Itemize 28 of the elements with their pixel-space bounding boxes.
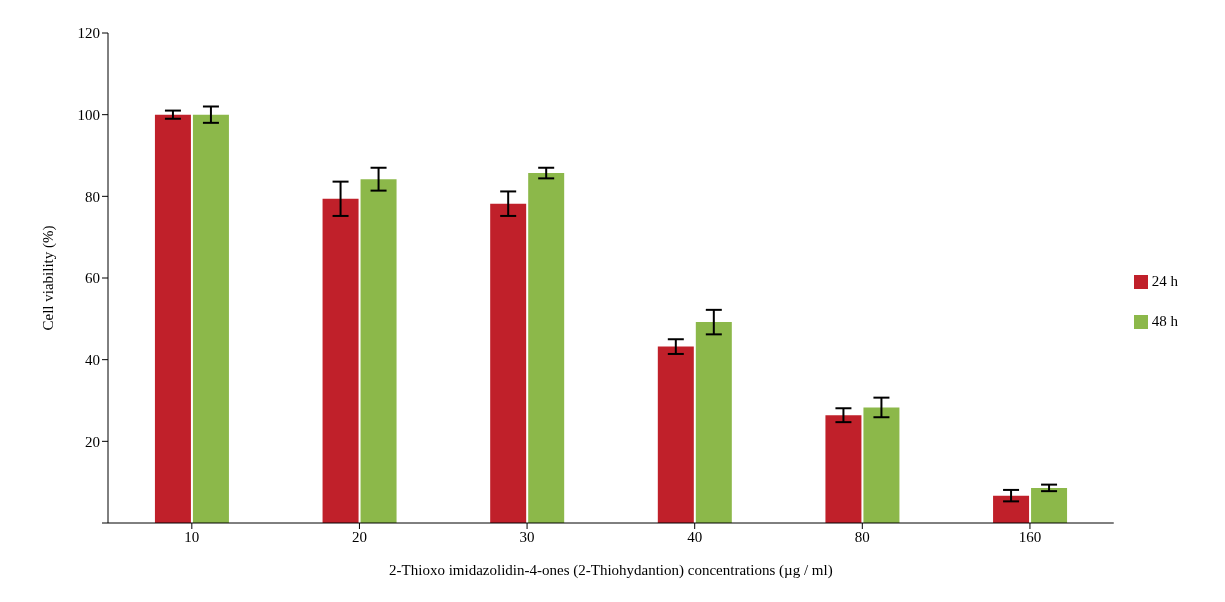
y-axis-title: Cell viability (%) (40, 225, 58, 331)
y-tick-label: 40 (85, 351, 100, 368)
y-tick-label: 100 (77, 106, 100, 123)
legend-label: 24 h (1151, 272, 1178, 289)
bar (695, 322, 732, 523)
y-tick-label: 60 (85, 270, 100, 287)
bar (322, 198, 359, 523)
bar (360, 179, 397, 523)
bar (657, 346, 694, 523)
bar (490, 203, 527, 523)
y-tick-label: 120 (77, 25, 100, 42)
bar (528, 173, 565, 523)
bar (825, 415, 862, 523)
bar (192, 114, 229, 523)
bar (993, 495, 1030, 523)
y-tick-label: 20 (85, 433, 100, 450)
legend-label: 48 h (1151, 312, 1178, 329)
x-tick-label: 20 (351, 528, 367, 545)
bar (1031, 487, 1068, 523)
x-tick-label: 30 (519, 528, 535, 545)
x-tick-label: 80 (854, 528, 870, 545)
bar (154, 114, 191, 523)
bar (863, 407, 900, 523)
y-tick-label: 80 (85, 188, 100, 205)
x-axis-title: 2-Thioxo imidazolidin-4-ones (2-Thiohydantion) concentrations (µg / ml) (389, 562, 833, 579)
x-tick-label: 40 (687, 528, 703, 545)
x-tick-label: 160 (1018, 528, 1042, 545)
x-tick-label: 10 (184, 528, 200, 545)
